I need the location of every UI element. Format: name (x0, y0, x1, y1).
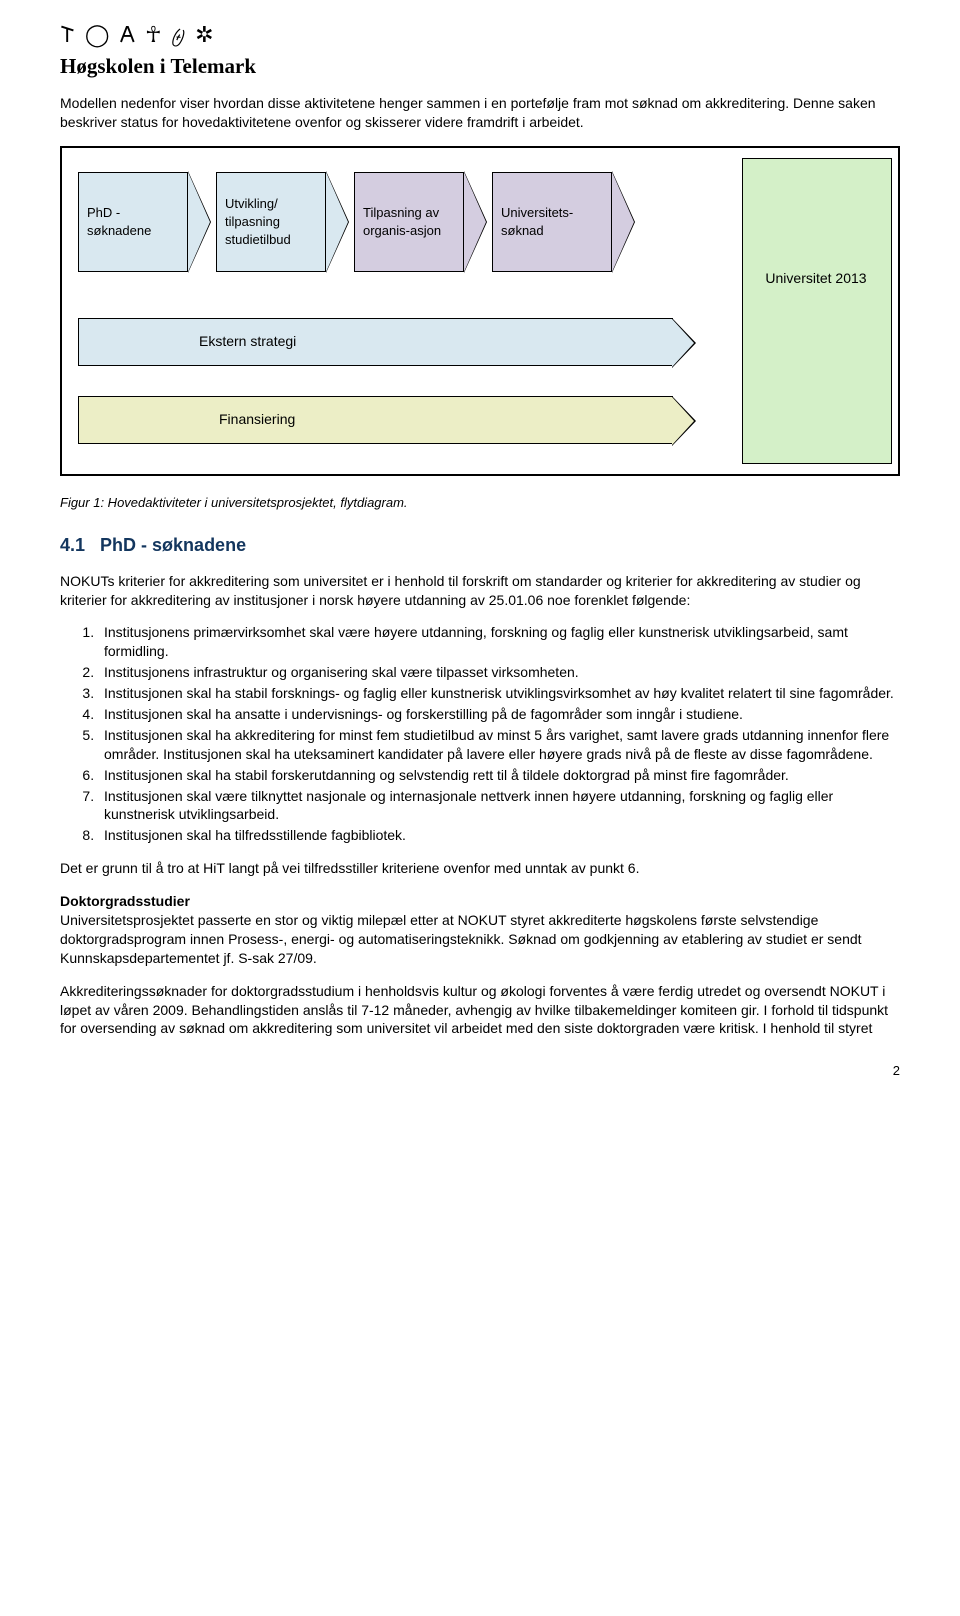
universitet-label: Universitet 2013 (753, 269, 879, 288)
intro-paragraph: Modellen nedenfor viser hvordan disse ak… (60, 94, 900, 132)
page-number: 2 (60, 1062, 900, 1080)
list-item: Institusjonen skal ha tilfredsstillende … (98, 826, 900, 845)
doktor-paragraph: Universitetsprosjektet passerte en stor … (60, 912, 862, 966)
list-item: Institusjonen skal ha stabil forskerutda… (98, 766, 900, 785)
section-number: 4.1 (60, 535, 85, 555)
criteria-list: Institusjonens primærvirksomhet skal vær… (80, 623, 900, 845)
list-item: Institusjonen skal ha stabil forsknings-… (98, 684, 900, 703)
section-heading: 4.1 PhD - søknadene (60, 533, 900, 557)
universitet-box: Universitet 2013 (742, 158, 892, 464)
doktor-heading: Doktorgradsstudier (60, 893, 190, 909)
nokut-paragraph: NOKUTs kriterier for akkreditering som u… (60, 572, 900, 610)
logo-row: 𐌕 ◯ 𐌀 ☥ 𐤈 ✲ (60, 20, 900, 50)
finance-label: Finansiering (219, 410, 295, 429)
list-item: Institusjonens primærvirksomhet skal vær… (98, 623, 900, 661)
chevron-label: Utvikling/ tilpasning studietilbud (225, 195, 317, 248)
section-title: PhD - søknadene (100, 535, 246, 555)
institution-name: Høgskolen i Telemark (60, 52, 900, 80)
chevron-universitetssoknad: Universitets-søknad (492, 172, 612, 272)
akk-paragraph: Akkrediteringssøknader for doktorgradsst… (60, 982, 900, 1039)
figure-caption: Figur 1: Hovedaktiviteter i universitets… (60, 494, 900, 512)
list-item: Institusjonens infrastruktur og organise… (98, 663, 900, 682)
strategy-label: Ekstern strategi (199, 332, 296, 351)
finance-bar: Finansiering (78, 396, 673, 444)
doktor-block: Doktorgradsstudier Universitetsprosjekte… (60, 892, 900, 968)
list-item: Institusjonen skal ha ansatte i undervis… (98, 705, 900, 724)
chevron-tilpasning: Tilpasning av organis-asjon (354, 172, 464, 272)
chevron-label: Tilpasning av organis-asjon (363, 204, 455, 239)
chevron-label: Universitets-søknad (501, 204, 603, 239)
chevron-phd: PhD - søknadene (78, 172, 188, 272)
logo-glyphs: 𐌕 ◯ 𐌀 ☥ 𐤈 ✲ (60, 20, 216, 50)
strategy-bar: Ekstern strategi (78, 318, 673, 366)
list-item: Institusjonen skal være tilknyttet nasjo… (98, 787, 900, 825)
chevron-utvikling: Utvikling/ tilpasning studietilbud (216, 172, 326, 272)
followup-paragraph: Det er grunn til å tro at HiT langt på v… (60, 859, 900, 878)
chevron-label: PhD - søknadene (87, 204, 179, 239)
flow-diagram: PhD - søknadene Utvikling/ tilpasning st… (60, 146, 900, 476)
list-item: Institusjonen skal ha akkreditering for … (98, 726, 900, 764)
